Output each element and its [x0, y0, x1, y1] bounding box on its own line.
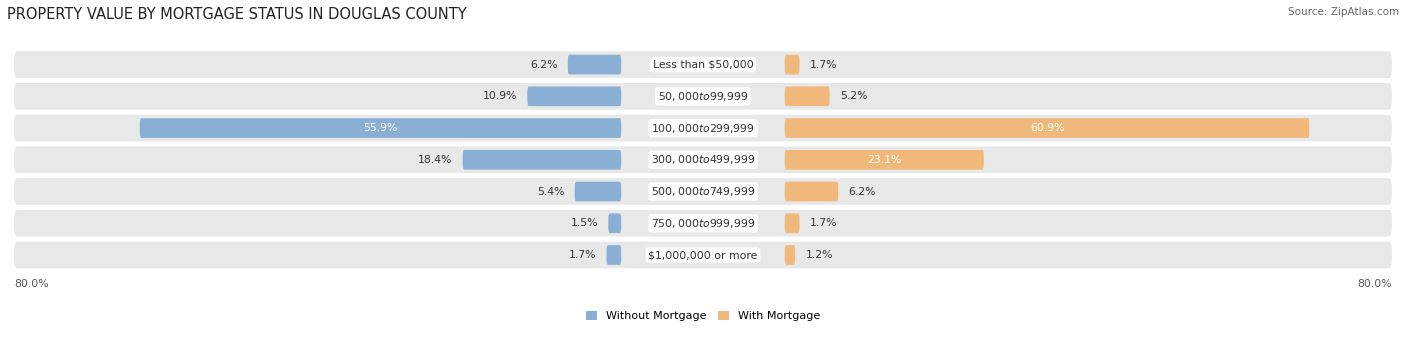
Text: 6.2%: 6.2% — [530, 59, 557, 70]
Text: 1.7%: 1.7% — [568, 250, 596, 260]
Text: 10.9%: 10.9% — [482, 91, 517, 101]
Text: $1,000,000 or more: $1,000,000 or more — [648, 250, 758, 260]
Text: 1.2%: 1.2% — [806, 250, 832, 260]
FancyBboxPatch shape — [575, 182, 621, 201]
Text: PROPERTY VALUE BY MORTGAGE STATUS IN DOUGLAS COUNTY: PROPERTY VALUE BY MORTGAGE STATUS IN DOU… — [7, 7, 467, 22]
FancyBboxPatch shape — [14, 147, 1392, 173]
FancyBboxPatch shape — [785, 86, 830, 106]
Text: $300,000 to $499,999: $300,000 to $499,999 — [651, 153, 755, 166]
Text: 18.4%: 18.4% — [418, 155, 453, 165]
FancyBboxPatch shape — [609, 214, 621, 233]
FancyBboxPatch shape — [785, 55, 800, 74]
Text: 5.4%: 5.4% — [537, 187, 564, 197]
FancyBboxPatch shape — [14, 83, 1392, 110]
FancyBboxPatch shape — [785, 245, 796, 265]
FancyBboxPatch shape — [139, 118, 621, 138]
Text: 60.9%: 60.9% — [1029, 123, 1064, 133]
Text: 1.5%: 1.5% — [571, 218, 598, 228]
Text: Source: ZipAtlas.com: Source: ZipAtlas.com — [1288, 7, 1399, 17]
Text: 6.2%: 6.2% — [849, 187, 876, 197]
FancyBboxPatch shape — [527, 86, 621, 106]
FancyBboxPatch shape — [785, 118, 1309, 138]
Text: 23.1%: 23.1% — [868, 155, 901, 165]
FancyBboxPatch shape — [14, 51, 1392, 78]
Legend: Without Mortgage, With Mortgage: Without Mortgage, With Mortgage — [582, 307, 824, 326]
Text: 80.0%: 80.0% — [1357, 279, 1392, 289]
Text: 55.9%: 55.9% — [363, 123, 398, 133]
FancyBboxPatch shape — [14, 115, 1392, 141]
FancyBboxPatch shape — [568, 55, 621, 74]
Text: 5.2%: 5.2% — [839, 91, 868, 101]
Text: $750,000 to $999,999: $750,000 to $999,999 — [651, 217, 755, 230]
Text: $500,000 to $749,999: $500,000 to $749,999 — [651, 185, 755, 198]
FancyBboxPatch shape — [14, 242, 1392, 268]
FancyBboxPatch shape — [785, 150, 984, 170]
FancyBboxPatch shape — [785, 182, 838, 201]
FancyBboxPatch shape — [785, 214, 800, 233]
Text: $100,000 to $299,999: $100,000 to $299,999 — [651, 122, 755, 135]
Text: 80.0%: 80.0% — [14, 279, 49, 289]
Text: 1.7%: 1.7% — [810, 59, 838, 70]
FancyBboxPatch shape — [463, 150, 621, 170]
FancyBboxPatch shape — [606, 245, 621, 265]
Text: 1.7%: 1.7% — [810, 218, 838, 228]
Text: Less than $50,000: Less than $50,000 — [652, 59, 754, 70]
FancyBboxPatch shape — [14, 178, 1392, 205]
Text: $50,000 to $99,999: $50,000 to $99,999 — [658, 90, 748, 103]
FancyBboxPatch shape — [14, 210, 1392, 237]
